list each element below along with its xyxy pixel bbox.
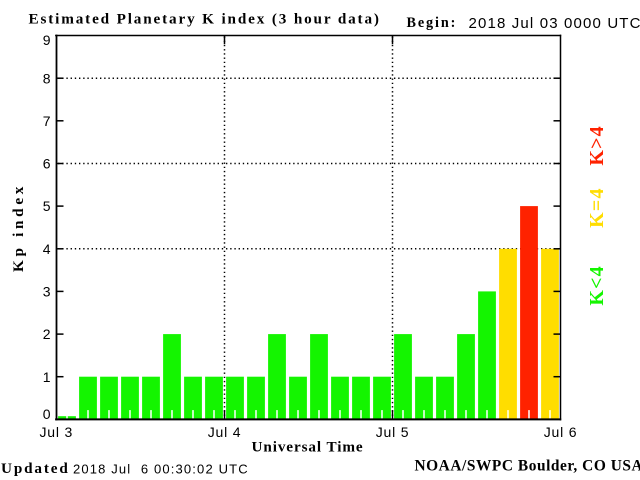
svg-text:K=4: K=4 (586, 187, 608, 228)
svg-text:NOAA/SWPC Boulder, CO USA: NOAA/SWPC Boulder, CO USA (415, 458, 640, 475)
svg-text:7: 7 (43, 113, 51, 129)
svg-text:2018 Jul 6 00:30:02 UTC: 2018 Jul 6 00:30:02 UTC (73, 461, 249, 476)
svg-text:6: 6 (43, 156, 51, 172)
svg-text:Jul 5: Jul 5 (376, 424, 410, 440)
svg-text:Updated: Updated (1, 460, 70, 477)
svg-text:5: 5 (43, 198, 51, 214)
svg-text:2: 2 (43, 326, 51, 342)
svg-text:9: 9 (43, 32, 51, 48)
svg-text:2018 Jul 03 0000 UTC: 2018 Jul 03 0000 UTC (469, 15, 640, 32)
svg-text:Jul 6: Jul 6 (544, 424, 578, 440)
svg-text:8: 8 (43, 70, 51, 86)
svg-text:4: 4 (43, 241, 51, 257)
svg-text:Kp index: Kp index (10, 183, 27, 272)
svg-text:1: 1 (43, 369, 51, 385)
svg-text:Jul 4: Jul 4 (208, 424, 242, 440)
svg-text:K>4: K>4 (586, 125, 608, 166)
svg-text:Universal Time: Universal Time (251, 439, 363, 456)
svg-text:Estimated Planetary K index (3: Estimated Planetary K index (3 hour data… (29, 10, 381, 27)
svg-text:3: 3 (43, 284, 51, 300)
svg-text:Jul 3: Jul 3 (40, 424, 74, 440)
svg-text:0: 0 (43, 406, 51, 422)
svg-text:K<4: K<4 (586, 265, 608, 306)
svg-text:Begin:: Begin: (407, 15, 458, 31)
